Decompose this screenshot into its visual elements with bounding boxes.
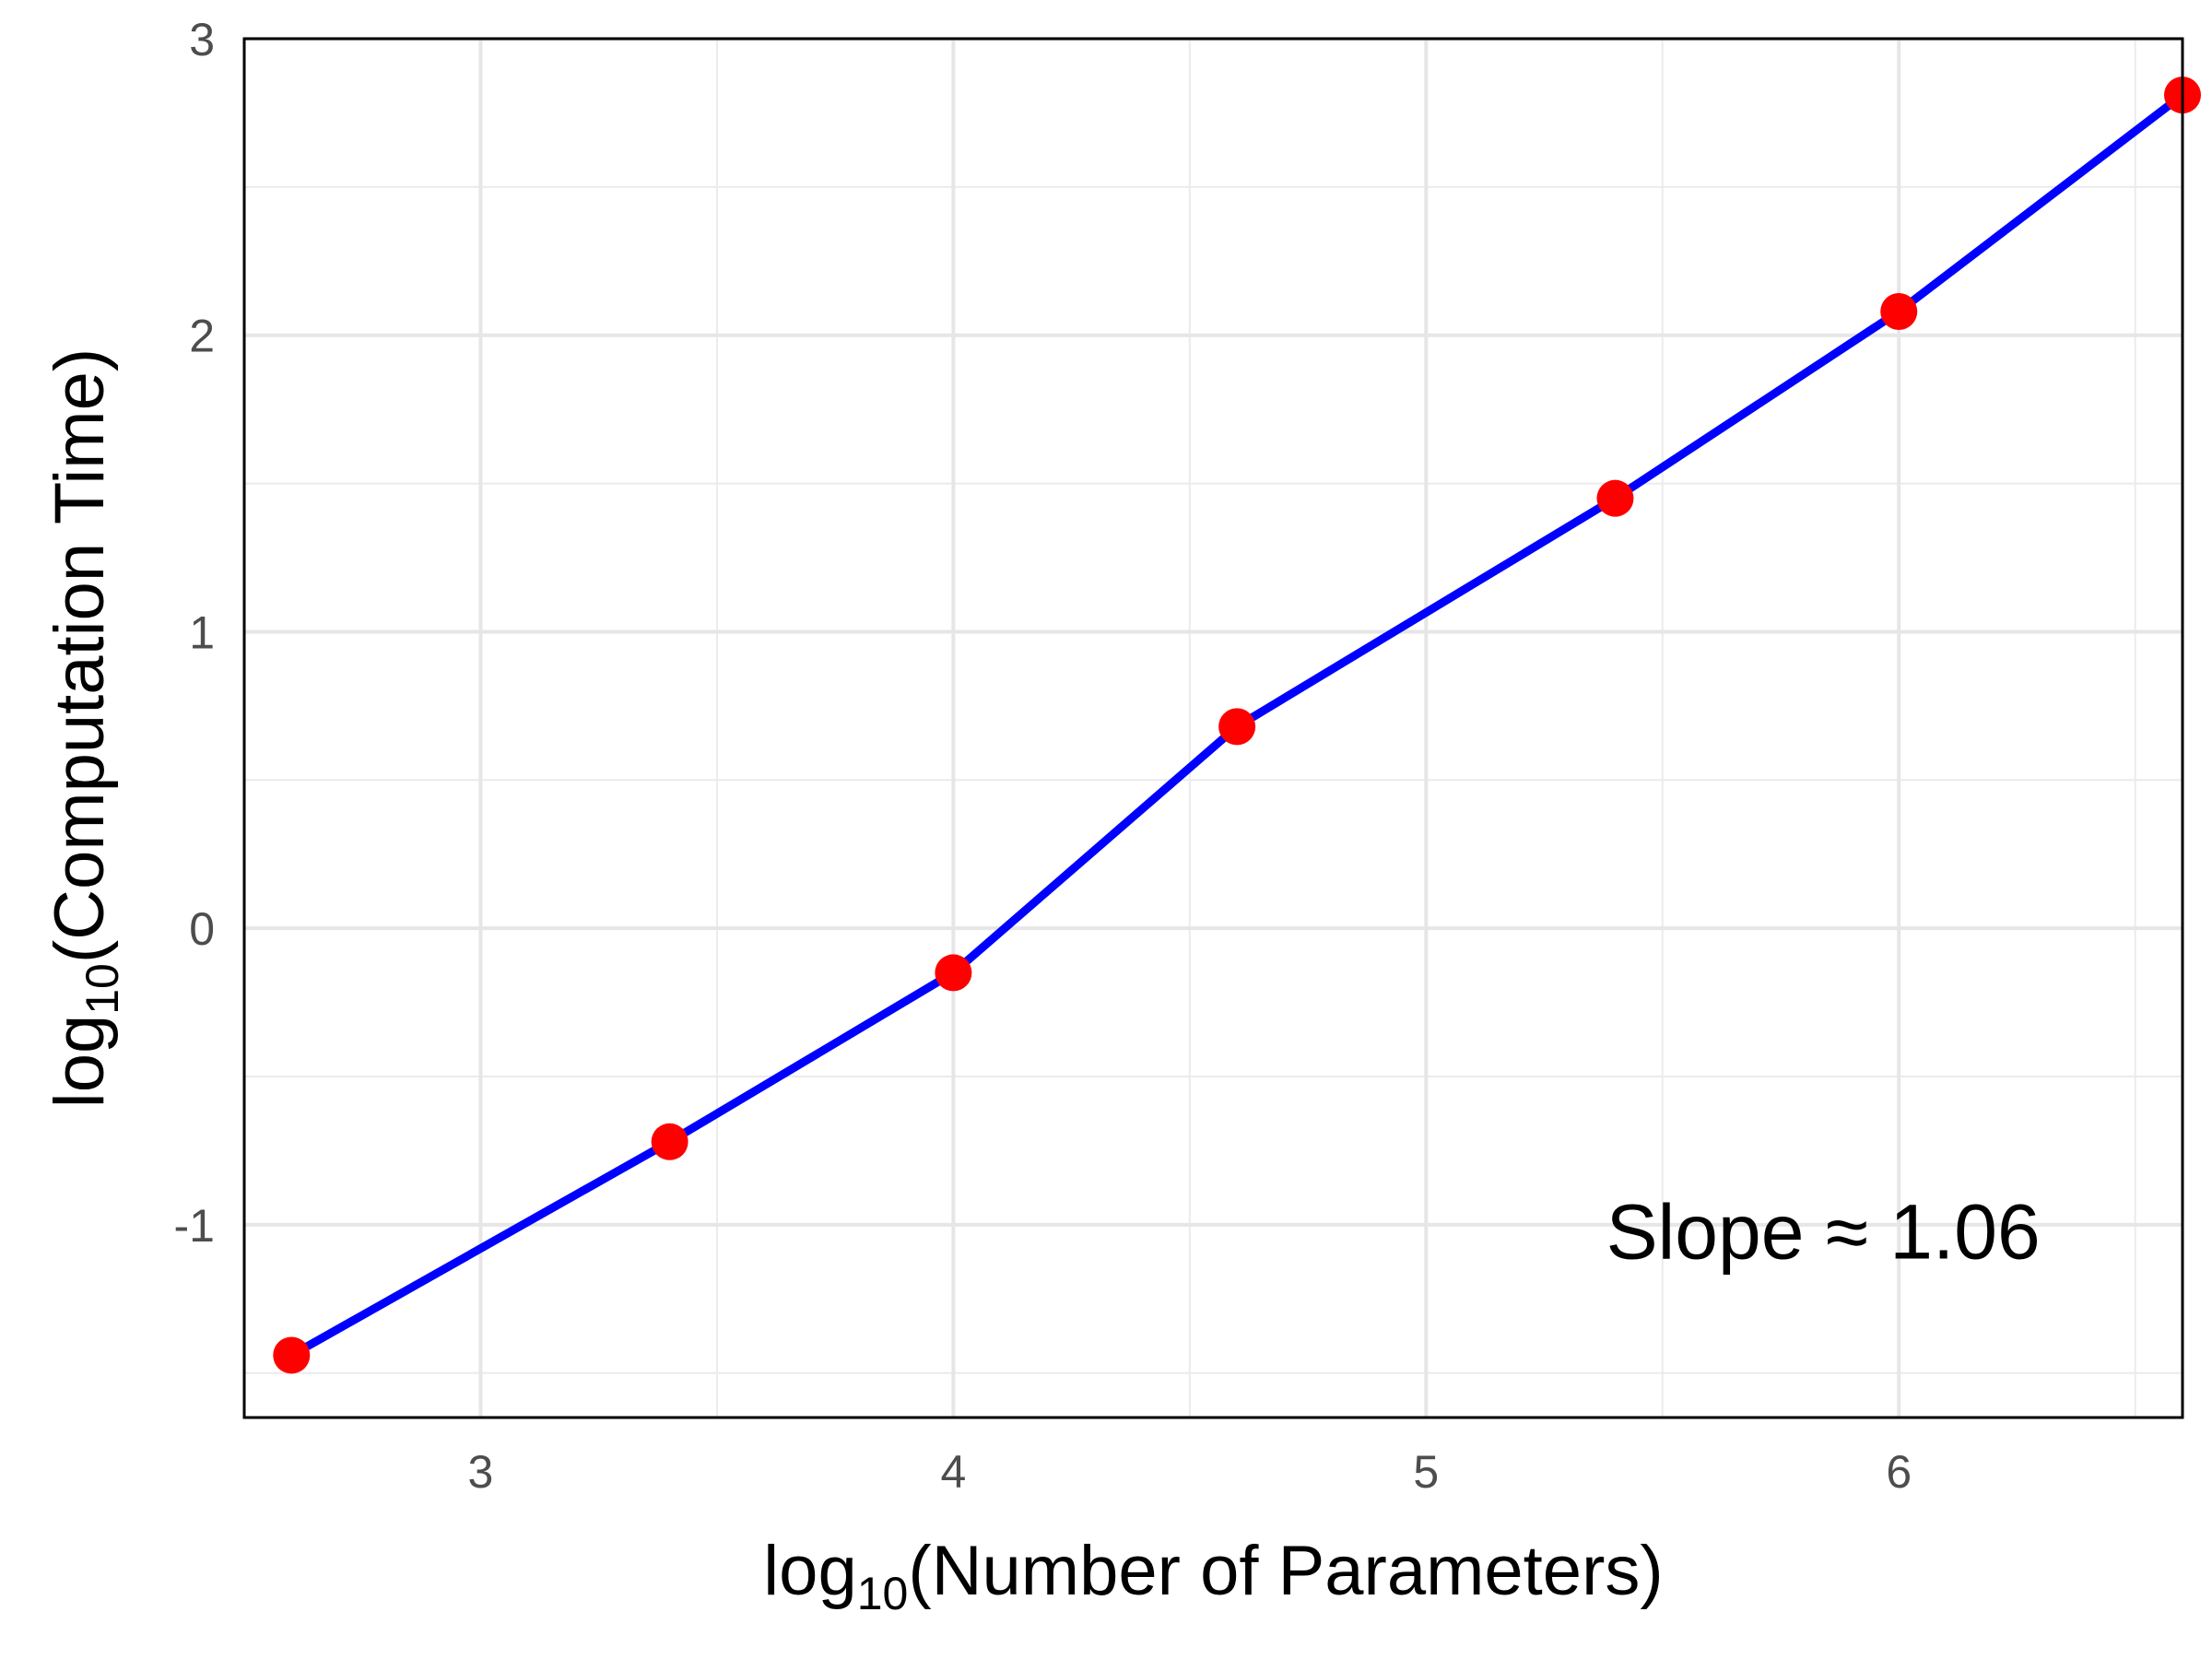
data-point [1218, 708, 1256, 746]
x-tick-label: 5 [1413, 1446, 1439, 1498]
data-point [273, 1336, 311, 1374]
panel-border [242, 37, 2184, 1419]
x-tick-label: 4 [940, 1446, 966, 1498]
data-point [1880, 292, 1918, 330]
x-tick-label: 3 [468, 1446, 494, 1498]
data-point [1596, 479, 1634, 517]
minor-gridlines [243, 39, 2183, 1418]
x-axis-title-text: (Number of Parameters) [908, 1532, 1663, 1610]
data-point [651, 1123, 688, 1160]
y-axis-ticks: -1 0 1 2 3 [174, 14, 215, 1252]
y-axis-title-text: (Computation Time) [41, 348, 119, 963]
y-axis-title-prefix: log [41, 1015, 119, 1108]
y-tick-label: -1 [174, 1200, 215, 1252]
slope-annotation: Slope ≈ 1.06 [1606, 1188, 2041, 1275]
x-tick-label: 6 [1886, 1446, 1912, 1498]
x-axis-title-subscript: 10 [857, 1568, 909, 1619]
y-axis-title-subscript: 10 [76, 963, 128, 1015]
y-tick-label: 2 [189, 311, 215, 362]
x-axis-title-prefix: log [763, 1532, 856, 1610]
x-axis-title: log10(Number of Parameters) [763, 1532, 1663, 1619]
y-axis-title: log10(Computation Time) [41, 348, 128, 1108]
y-tick-label: 1 [189, 606, 215, 658]
y-tick-label: 3 [189, 14, 215, 65]
data-point [935, 954, 972, 992]
x-axis-ticks: 3 4 5 6 [468, 1446, 1912, 1498]
y-tick-label: 0 [189, 903, 215, 955]
